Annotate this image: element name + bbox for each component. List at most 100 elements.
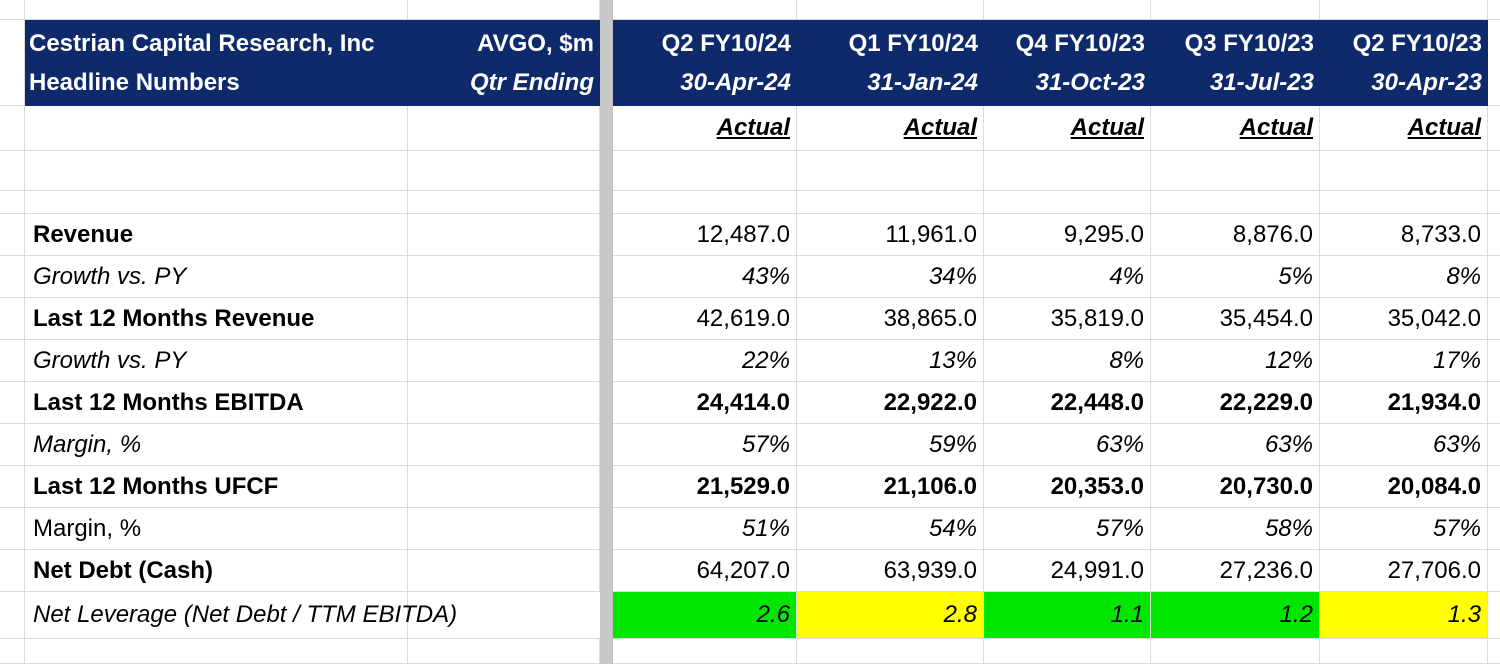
cell[interactable] xyxy=(1488,508,1500,550)
cell[interactable] xyxy=(408,191,600,214)
value-cell[interactable]: 20,084.0 xyxy=(1320,466,1488,508)
cell[interactable] xyxy=(408,592,600,639)
cell[interactable] xyxy=(25,639,408,664)
cell[interactable] xyxy=(1488,382,1500,424)
cell[interactable] xyxy=(1488,214,1500,256)
cell[interactable] xyxy=(0,639,25,664)
value-cell[interactable]: 63% xyxy=(1320,424,1488,466)
value-cell[interactable]: 38,865.0 xyxy=(797,298,984,340)
status-cell[interactable]: Actual xyxy=(1320,106,1488,151)
value-cell[interactable]: 24,991.0 xyxy=(984,550,1151,592)
row-label-ltm-growth[interactable]: Growth vs. PY xyxy=(25,340,408,382)
value-cell[interactable]: 64,207.0 xyxy=(613,550,797,592)
column-header[interactable]: Q4 FY10/23 31-Oct-23 xyxy=(984,20,1151,106)
frozen-pane-divider[interactable] xyxy=(600,592,613,639)
status-cell[interactable]: Actual xyxy=(1151,106,1320,151)
frozen-pane-divider[interactable] xyxy=(600,106,613,151)
cell[interactable] xyxy=(408,256,600,298)
cell[interactable] xyxy=(984,151,1151,191)
value-cell[interactable]: 21,934.0 xyxy=(1320,382,1488,424)
cell[interactable] xyxy=(1320,191,1488,214)
value-cell[interactable]: 24,414.0 xyxy=(613,382,797,424)
row-label-ebitda-margin[interactable]: Margin, % xyxy=(25,424,408,466)
cell[interactable] xyxy=(1320,0,1488,20)
cell[interactable] xyxy=(797,151,984,191)
cell[interactable] xyxy=(408,106,600,151)
status-cell[interactable]: Actual xyxy=(797,106,984,151)
value-cell[interactable]: 8,733.0 xyxy=(1320,214,1488,256)
value-cell[interactable]: 20,353.0 xyxy=(984,466,1151,508)
cell[interactable] xyxy=(0,298,25,340)
frozen-pane-divider[interactable] xyxy=(600,466,613,508)
value-cell[interactable]: 22,448.0 xyxy=(984,382,1151,424)
header-ticker-cell[interactable]: AVGO, $m Qtr Ending xyxy=(408,20,600,106)
frozen-pane-divider[interactable] xyxy=(600,508,613,550)
cell[interactable] xyxy=(408,550,600,592)
frozen-pane-divider[interactable] xyxy=(600,214,613,256)
cell[interactable] xyxy=(408,466,600,508)
value-cell[interactable]: 8% xyxy=(984,340,1151,382)
value-cell[interactable]: 22,922.0 xyxy=(797,382,984,424)
frozen-pane-divider[interactable] xyxy=(600,298,613,340)
leverage-cell[interactable]: 1.2 xyxy=(1151,592,1320,639)
value-cell[interactable]: 35,042.0 xyxy=(1320,298,1488,340)
value-cell[interactable]: 42,619.0 xyxy=(613,298,797,340)
cell[interactable] xyxy=(0,191,25,214)
cell[interactable] xyxy=(0,550,25,592)
cell[interactable] xyxy=(1488,424,1500,466)
value-cell[interactable]: 12% xyxy=(1151,340,1320,382)
leverage-cell[interactable]: 1.1 xyxy=(984,592,1151,639)
value-cell[interactable]: 12,487.0 xyxy=(613,214,797,256)
value-cell[interactable]: 20,730.0 xyxy=(1151,466,1320,508)
cell[interactable] xyxy=(0,0,25,20)
row-label-net-debt[interactable]: Net Debt (Cash) xyxy=(25,550,408,592)
value-cell[interactable]: 22% xyxy=(613,340,797,382)
cell[interactable] xyxy=(1488,20,1500,106)
value-cell[interactable]: 11,961.0 xyxy=(797,214,984,256)
value-cell[interactable]: 27,706.0 xyxy=(1320,550,1488,592)
value-cell[interactable]: 59% xyxy=(797,424,984,466)
cell[interactable] xyxy=(408,214,600,256)
value-cell[interactable]: 17% xyxy=(1320,340,1488,382)
cell[interactable] xyxy=(408,340,600,382)
value-cell[interactable]: 63% xyxy=(984,424,1151,466)
cell[interactable] xyxy=(0,256,25,298)
cell[interactable] xyxy=(0,340,25,382)
column-header[interactable]: Q1 FY10/24 31-Jan-24 xyxy=(797,20,984,106)
cell[interactable] xyxy=(408,382,600,424)
cell[interactable] xyxy=(1151,151,1320,191)
status-cell[interactable]: Actual xyxy=(984,106,1151,151)
value-cell[interactable]: 8% xyxy=(1320,256,1488,298)
value-cell[interactable]: 27,236.0 xyxy=(1151,550,1320,592)
frozen-pane-divider[interactable] xyxy=(600,424,613,466)
cell[interactable] xyxy=(1488,191,1500,214)
value-cell[interactable]: 57% xyxy=(613,424,797,466)
frozen-pane-divider[interactable] xyxy=(600,191,613,214)
row-label-revenue-growth[interactable]: Growth vs. PY xyxy=(25,256,408,298)
cell[interactable] xyxy=(0,508,25,550)
cell[interactable] xyxy=(984,0,1151,20)
cell[interactable] xyxy=(1488,550,1500,592)
cell[interactable] xyxy=(25,151,408,191)
cell[interactable] xyxy=(613,0,797,20)
cell[interactable] xyxy=(1488,256,1500,298)
row-label-ltm-revenue[interactable]: Last 12 Months Revenue xyxy=(25,298,408,340)
value-cell[interactable]: 8,876.0 xyxy=(1151,214,1320,256)
cell[interactable] xyxy=(25,191,408,214)
cell[interactable] xyxy=(1488,592,1500,639)
leverage-cell[interactable]: 1.3 xyxy=(1320,592,1488,639)
frozen-pane-divider[interactable] xyxy=(600,256,613,298)
value-cell[interactable]: 4% xyxy=(984,256,1151,298)
cell[interactable] xyxy=(0,592,25,639)
value-cell[interactable]: 21,106.0 xyxy=(797,466,984,508)
cell[interactable] xyxy=(408,151,600,191)
cell[interactable] xyxy=(613,151,797,191)
value-cell[interactable]: 57% xyxy=(1320,508,1488,550)
cell[interactable] xyxy=(1488,151,1500,191)
row-label-net-leverage[interactable]: Net Leverage (Net Debt / TTM EBITDA) xyxy=(25,592,457,639)
cell[interactable] xyxy=(0,424,25,466)
column-header[interactable]: Q2 FY10/24 30-Apr-24 xyxy=(613,20,797,106)
cell[interactable] xyxy=(1151,639,1320,664)
value-cell[interactable]: 57% xyxy=(984,508,1151,550)
cell[interactable] xyxy=(1151,0,1320,20)
